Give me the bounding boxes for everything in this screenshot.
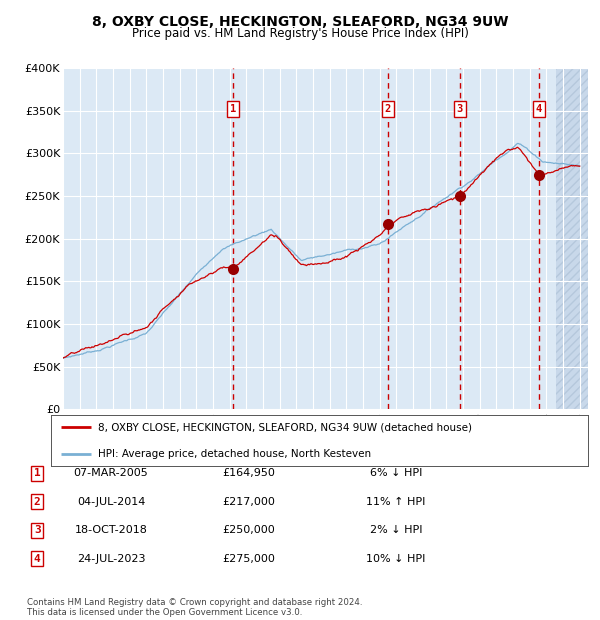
Text: 8, OXBY CLOSE, HECKINGTON, SLEAFORD, NG34 9UW (detached house): 8, OXBY CLOSE, HECKINGTON, SLEAFORD, NG3… xyxy=(98,422,472,432)
Text: This data is licensed under the Open Government Licence v3.0.: This data is licensed under the Open Gov… xyxy=(27,608,302,617)
Text: £275,000: £275,000 xyxy=(223,554,275,564)
Text: 2% ↓ HPI: 2% ↓ HPI xyxy=(370,525,422,535)
Text: 4: 4 xyxy=(536,104,542,114)
Text: 6% ↓ HPI: 6% ↓ HPI xyxy=(370,468,422,478)
Text: 18-OCT-2018: 18-OCT-2018 xyxy=(74,525,148,535)
Text: £250,000: £250,000 xyxy=(223,525,275,535)
Text: 3: 3 xyxy=(34,525,41,535)
Text: 3: 3 xyxy=(457,104,463,114)
Text: Contains HM Land Registry data © Crown copyright and database right 2024.: Contains HM Land Registry data © Crown c… xyxy=(27,598,362,607)
Text: £164,950: £164,950 xyxy=(223,468,275,478)
Text: 1: 1 xyxy=(34,468,41,478)
Text: 24-JUL-2023: 24-JUL-2023 xyxy=(77,554,145,564)
Text: 1: 1 xyxy=(230,104,236,114)
Text: £217,000: £217,000 xyxy=(223,497,275,507)
Text: 04-JUL-2014: 04-JUL-2014 xyxy=(77,497,145,507)
Text: 2: 2 xyxy=(34,497,41,507)
Text: 10% ↓ HPI: 10% ↓ HPI xyxy=(367,554,425,564)
Text: HPI: Average price, detached house, North Kesteven: HPI: Average price, detached house, Nort… xyxy=(98,448,371,459)
Text: 2: 2 xyxy=(385,104,391,114)
Text: Price paid vs. HM Land Registry's House Price Index (HPI): Price paid vs. HM Land Registry's House … xyxy=(131,27,469,40)
Text: 4: 4 xyxy=(34,554,41,564)
Text: 8, OXBY CLOSE, HECKINGTON, SLEAFORD, NG34 9UW: 8, OXBY CLOSE, HECKINGTON, SLEAFORD, NG3… xyxy=(92,16,508,30)
Text: 11% ↑ HPI: 11% ↑ HPI xyxy=(367,497,425,507)
Text: 07-MAR-2005: 07-MAR-2005 xyxy=(74,468,148,478)
